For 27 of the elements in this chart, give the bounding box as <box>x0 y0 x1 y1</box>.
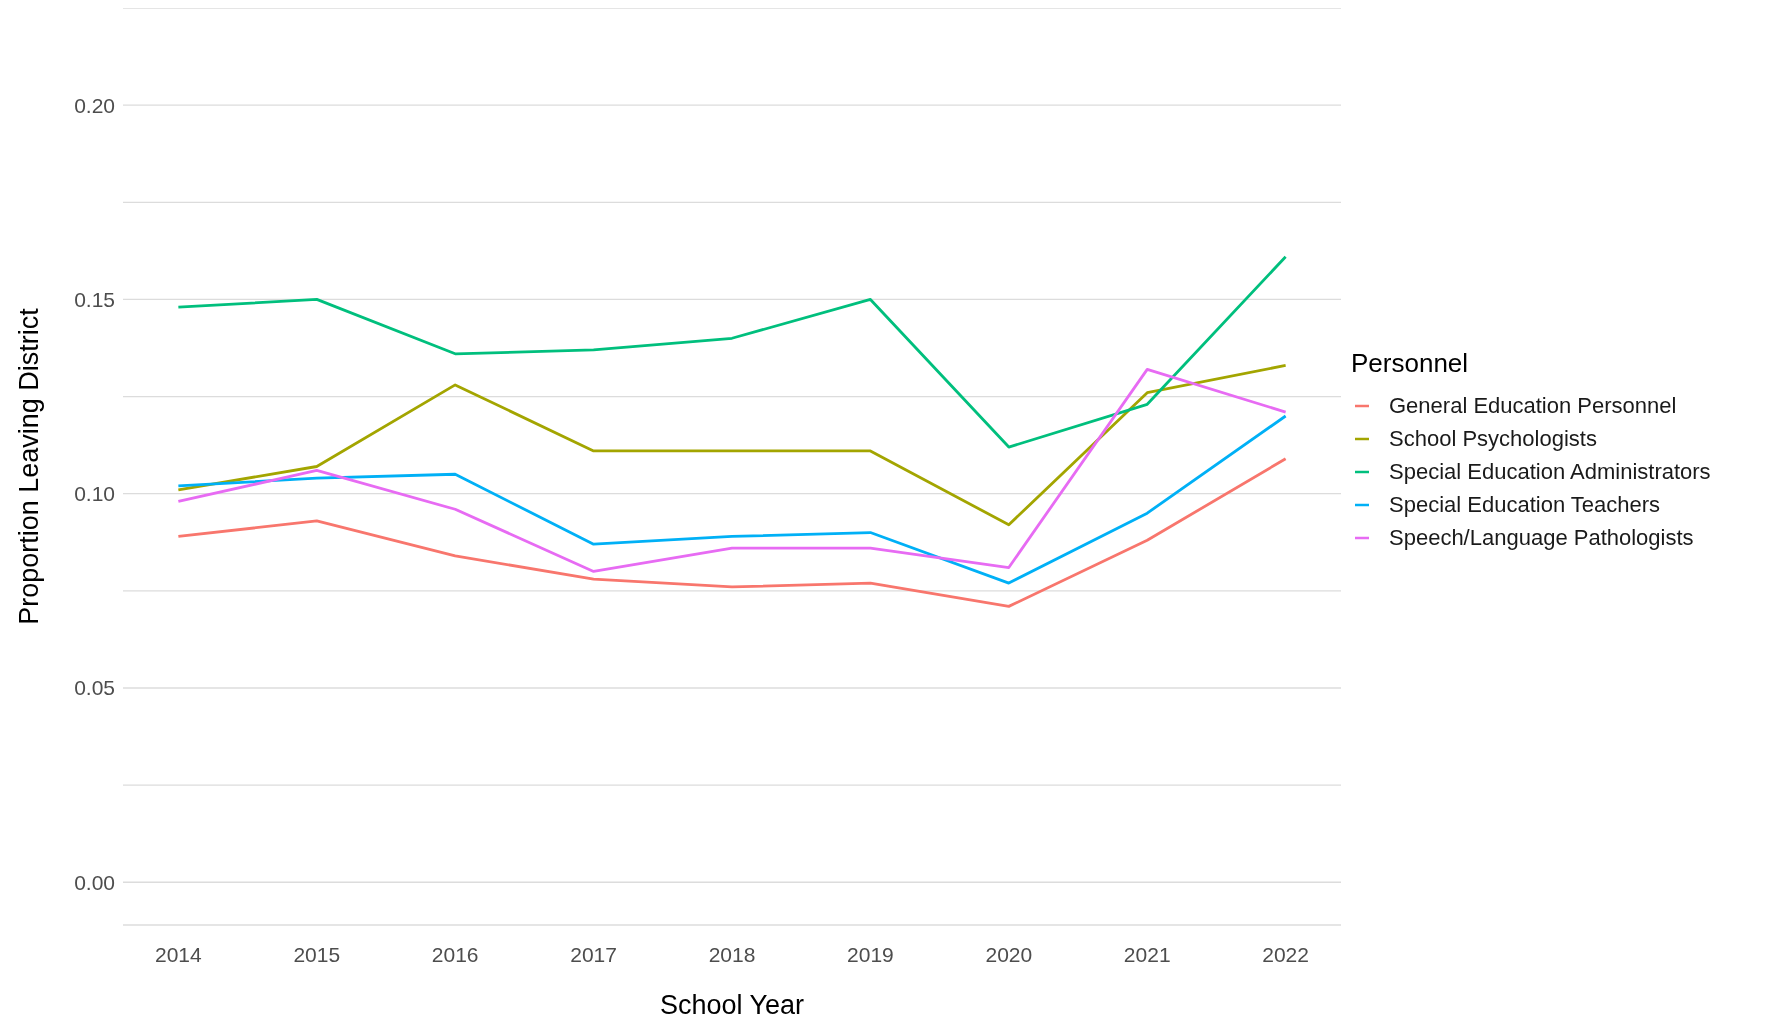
line-series <box>176 367 1288 573</box>
y-tick-label: 0.20 <box>74 93 115 117</box>
legend-label: Special Education Administrators <box>1388 457 1712 486</box>
x-tick-label: 2014 <box>155 942 203 966</box>
x-tick-label: 2016 <box>431 942 479 966</box>
legend-title: Personnel <box>1351 348 1470 379</box>
line-series <box>176 414 1288 585</box>
y-tick-label: 0.05 <box>74 676 115 700</box>
x-tick-label: 2017 <box>570 942 617 966</box>
line-series <box>176 255 1288 449</box>
x-tick-label: 2020 <box>985 942 1033 966</box>
y-tick-label: 0.10 <box>74 482 115 506</box>
line-series <box>176 457 1288 608</box>
legend-label: General Education Personnel <box>1388 391 1678 420</box>
legend-label: Speech/Language Pathologists <box>1388 523 1695 552</box>
x-tick-label: 2018 <box>708 942 756 966</box>
x-axis-title: School Year <box>659 990 805 1020</box>
line-series <box>176 364 1288 527</box>
x-tick-label: 2019 <box>847 942 894 966</box>
legend-label: Special Education Teachers <box>1388 490 1662 519</box>
x-tick-label: 2015 <box>293 942 341 966</box>
legend-label: School Psychologists <box>1388 424 1598 453</box>
y-tick-label: 0.15 <box>74 287 115 311</box>
x-tick-label: 2021 <box>1123 942 1171 966</box>
y-axis-title: Proportion Leaving District <box>13 307 44 625</box>
x-tick-label: 2022 <box>1262 942 1309 966</box>
y-tick-label: 0.00 <box>74 870 115 894</box>
